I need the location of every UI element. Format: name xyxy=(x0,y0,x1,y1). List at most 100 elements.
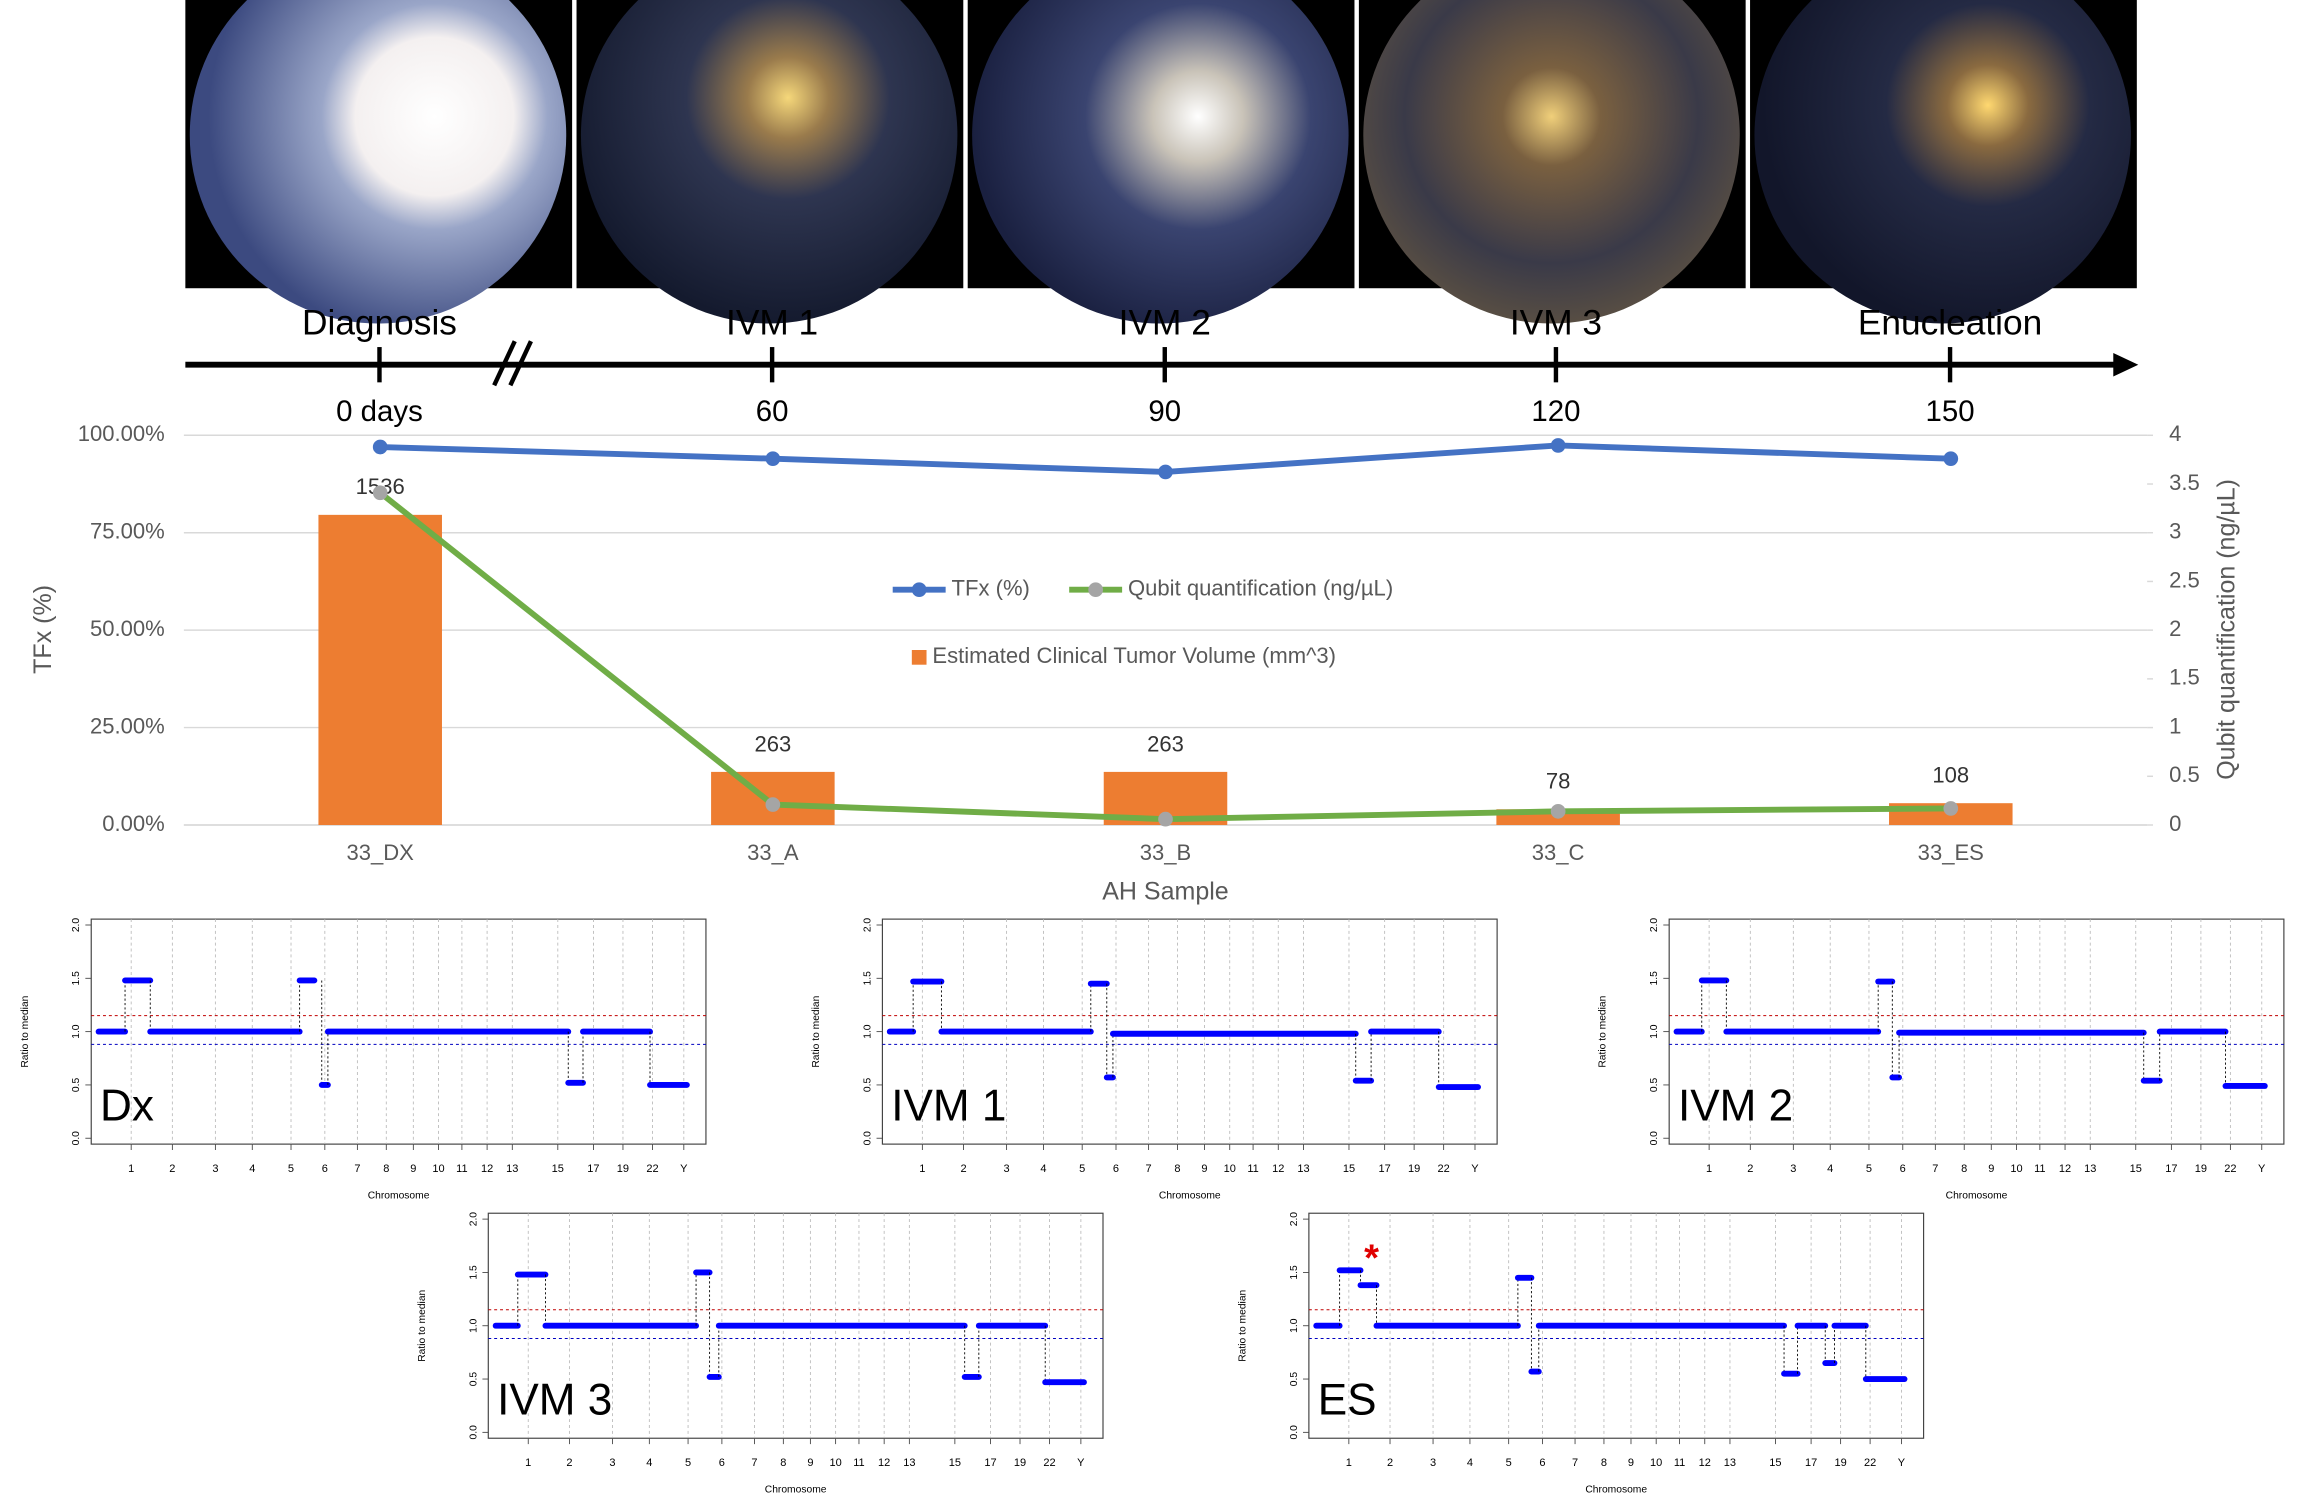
y-tick-label: 1.5 xyxy=(862,971,873,986)
y-tick-label: 0.0 xyxy=(468,1425,479,1440)
x-tick-label: 4 xyxy=(1467,1457,1473,1469)
x-tick-label: 13 xyxy=(1724,1457,1736,1469)
x-tick-label: 19 xyxy=(1408,1163,1420,1175)
line-marker xyxy=(372,439,388,455)
y-tick-label: 1.0 xyxy=(468,1318,479,1333)
line-marker xyxy=(1158,811,1173,827)
x-tick-label: 22 xyxy=(1043,1457,1055,1469)
panel-label: Dx xyxy=(100,1081,154,1130)
x-tick-label: 11 xyxy=(2034,1163,2045,1175)
line-marker xyxy=(372,485,388,501)
y-tick-label: 0.00% xyxy=(102,811,165,836)
x-tick-label: 8 xyxy=(1601,1457,1607,1469)
x-tick-label: 33_DX xyxy=(346,840,414,865)
x-tick-label: 2 xyxy=(169,1163,175,1175)
fundus-photo xyxy=(1363,0,1740,324)
x-tick-label: 11 xyxy=(1674,1457,1685,1469)
x-tick-label: 22 xyxy=(646,1163,658,1175)
x-tick-label: 17 xyxy=(1805,1457,1817,1469)
x-tick-label: 22 xyxy=(1864,1457,1876,1469)
y-tick-label: 2.0 xyxy=(1649,918,1660,933)
y-tick-label: 100.00% xyxy=(78,421,165,446)
bar-value-label: 263 xyxy=(1147,731,1184,756)
x-tick-label: 7 xyxy=(354,1163,360,1175)
line-marker xyxy=(1550,438,1566,453)
x-tick-label: 4 xyxy=(249,1163,255,1175)
x-tick-label: 5 xyxy=(1506,1457,1512,1469)
x-tick-label: 5 xyxy=(1866,1163,1872,1175)
x-tick-label: 7 xyxy=(1146,1163,1152,1175)
x-tick-label: 2 xyxy=(1747,1163,1753,1175)
x-tick-label: 1 xyxy=(525,1457,531,1469)
x-tick-label: 4 xyxy=(1040,1163,1046,1175)
y2-tick-label: 2 xyxy=(2169,616,2181,641)
x-tick-label: Y xyxy=(680,1163,688,1175)
x-axis-title: Chromosome xyxy=(1946,1190,2008,1201)
cnv-panel: 1 2 3 4 5 6 7 8 9 10 11 12 13 15 17 19 22 Y0.00.51.01.52.… xyxy=(1598,918,2285,1201)
x-tick-label: 3 xyxy=(1430,1457,1436,1469)
x-tick-label: 17 xyxy=(2165,1163,2177,1175)
y-axis-title: Ratio to median xyxy=(1237,1289,1248,1361)
x-tick-label: 6 xyxy=(1539,1457,1545,1469)
fundus-photo xyxy=(580,0,958,324)
x-tick-label: 19 xyxy=(617,1163,629,1175)
event-label: Enucleation xyxy=(1858,303,2042,342)
cnv-panel: 1 2 3 4 5 6 7 8 9 10 11 12 13 15 17 19 22 Y0.00.51.01.52.… xyxy=(417,1212,1104,1495)
y-tick-label: 1.5 xyxy=(71,971,82,986)
x-tick-label: 13 xyxy=(1297,1163,1309,1175)
x-tick-label: 7 xyxy=(1932,1163,1938,1175)
x-tick-label: 9 xyxy=(410,1163,416,1175)
x-tick-label: 15 xyxy=(2130,1163,2142,1175)
x-tick-label: Y xyxy=(1077,1457,1085,1469)
day-label: 60 xyxy=(756,395,789,428)
x-tick-label: 6 xyxy=(322,1163,328,1175)
x-tick-label: 12 xyxy=(2059,1163,2071,1175)
event-label: IVM 2 xyxy=(1119,303,1211,342)
panel-label: IVM 2 xyxy=(1678,1081,1793,1130)
x-tick-label: 6 xyxy=(1113,1163,1119,1175)
fundus-photo xyxy=(189,0,567,324)
x-tick-label: 11 xyxy=(853,1457,864,1469)
x-tick-label: Y xyxy=(2258,1163,2266,1175)
legend-marker xyxy=(911,582,927,598)
fundus-photo xyxy=(1754,0,2131,324)
y-tick-label: 1.5 xyxy=(1649,971,1660,986)
x-tick-label: 13 xyxy=(903,1457,915,1469)
x-tick-label: 4 xyxy=(646,1457,652,1469)
x-tick-label: 2 xyxy=(960,1163,966,1175)
y-tick-label: 75.00% xyxy=(90,519,165,544)
day-label: 120 xyxy=(1531,395,1580,428)
break-mark xyxy=(508,340,533,387)
x-axis-title: AH Sample xyxy=(1102,877,1228,905)
bar-value-label: 263 xyxy=(754,731,791,756)
y-tick-label: 1.5 xyxy=(468,1265,479,1280)
x-tick-label: 22 xyxy=(2224,1163,2236,1175)
x-tick-label: 33_C xyxy=(1532,840,1585,865)
x-tick-label: 19 xyxy=(2195,1163,2207,1175)
x-tick-label: 8 xyxy=(780,1457,786,1469)
annotation: * xyxy=(1364,1236,1379,1279)
x-tick-label: 5 xyxy=(685,1457,691,1469)
x-tick-label: 8 xyxy=(383,1163,389,1175)
y-axis-title: TFx (%) xyxy=(29,585,57,674)
x-axis-title: Chromosome xyxy=(1585,1484,1647,1495)
arrow-head xyxy=(2113,352,2139,377)
y-axis-title: Ratio to median xyxy=(1598,995,1609,1067)
x-tick-label: 6 xyxy=(719,1457,725,1469)
legend-swatch xyxy=(911,650,927,665)
y-tick-label: 0.5 xyxy=(468,1372,479,1387)
x-tick-label: 1 xyxy=(1706,1163,1712,1175)
day-label: 150 xyxy=(1926,395,1975,428)
x-tick-label: 11 xyxy=(456,1163,467,1175)
timeline xyxy=(185,340,2139,387)
y-tick-label: 1.0 xyxy=(1289,1318,1300,1333)
x-tick-label: 19 xyxy=(1834,1457,1846,1469)
y-tick-label: 2.0 xyxy=(468,1212,479,1227)
y-axis-title: Ratio to median xyxy=(417,1289,428,1361)
cnv-panel: 1 2 3 4 5 6 7 8 9 10 11 12 13 15 17 19 22 Y0.00.51.01.52.… xyxy=(20,918,707,1201)
event-label: IVM 3 xyxy=(1510,303,1602,342)
y-tick-label: 0.5 xyxy=(1289,1372,1300,1387)
break-mark xyxy=(492,340,517,387)
bar-value-label: 78 xyxy=(1546,769,1571,794)
y2-tick-label: 1.5 xyxy=(2169,665,2200,690)
